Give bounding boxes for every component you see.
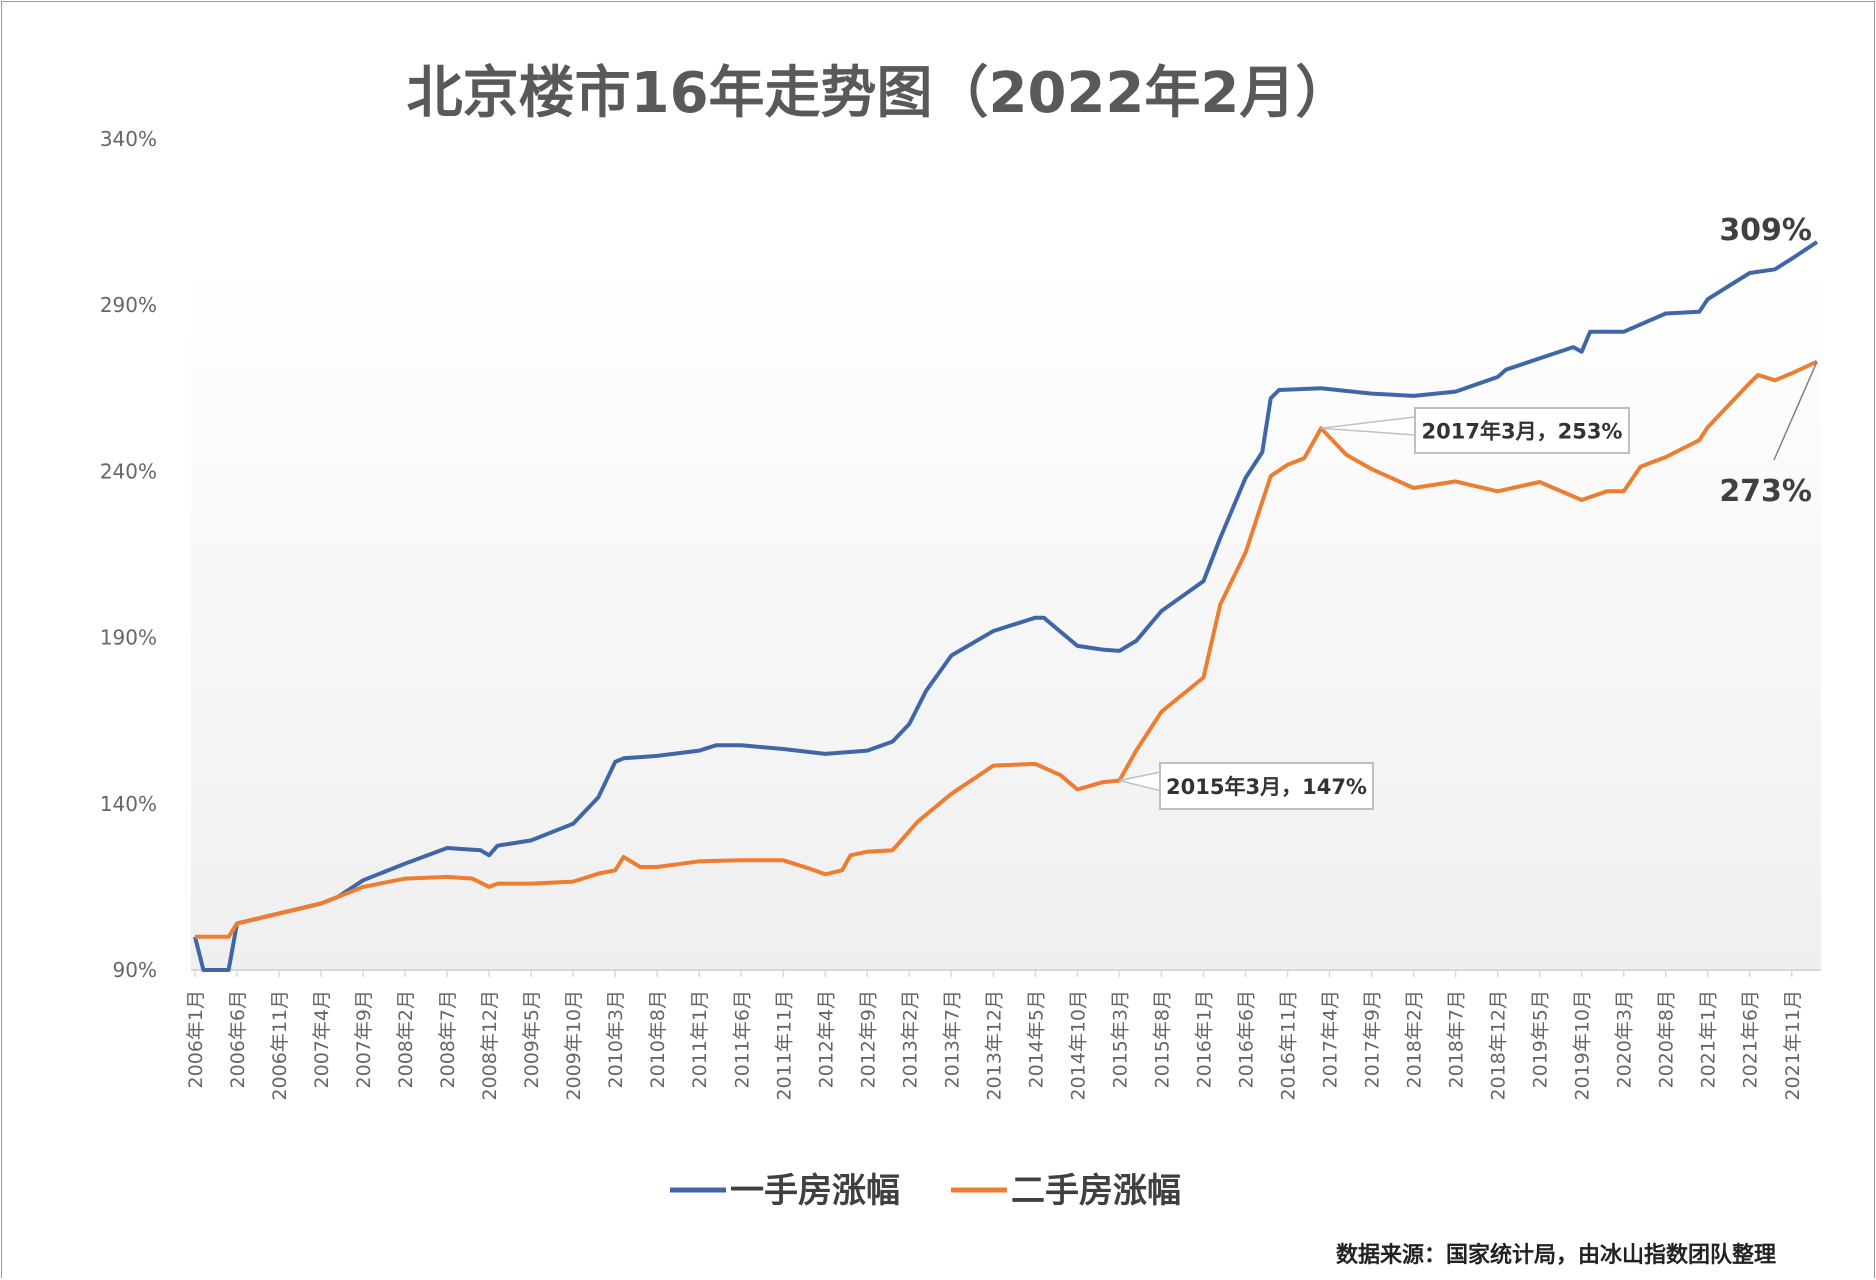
x-tick-label: 2017年9月	[1362, 990, 1384, 1088]
x-tick-label: 2016年11月	[1278, 990, 1300, 1101]
series-line-resale-homes	[195, 359, 1818, 939]
x-tick-label: 2019年10月	[1572, 990, 1594, 1101]
x-tick-label: 2013年12月	[983, 990, 1005, 1101]
end-label-resale-leader	[1773, 361, 1818, 461]
annotation-2015-03-label: 2015年3月，147%	[1166, 775, 1367, 799]
x-tick-label: 2014年10月	[1067, 990, 1089, 1101]
x-tick-label: 2020年8月	[1656, 990, 1678, 1088]
x-tick-label: 2009年10月	[563, 990, 585, 1101]
x-tick-label: 2010年8月	[647, 990, 669, 1088]
x-tick-label: 2018年7月	[1446, 990, 1468, 1088]
x-tick-label: 2021年11月	[1782, 990, 1804, 1101]
x-tick-label: 2009年5月	[521, 990, 543, 1088]
x-tick-label: 2011年6月	[731, 990, 753, 1088]
x-tick-label: 2006年11月	[269, 990, 291, 1101]
y-tick-label: 90%	[113, 958, 157, 982]
y-tick-label: 290%	[100, 293, 157, 317]
series-lines	[193, 240, 1819, 972]
x-tick-label: 2006年6月	[227, 990, 249, 1088]
x-tick-label: 2011年1月	[689, 990, 711, 1088]
y-tick-label: 190%	[100, 626, 157, 650]
x-tick-label: 2006年1月	[185, 990, 207, 1088]
annotation-2017-03-box	[1414, 407, 1630, 454]
x-tick-label: 2016年1月	[1193, 990, 1215, 1088]
annotations: 2015年3月，147% 2017年3月，253% 309% 273%	[1119, 213, 1818, 810]
x-tick-label: 2012年4月	[815, 990, 837, 1088]
annotation-2017-03-label: 2017年3月，253%	[1422, 420, 1623, 444]
legend-label-new-homes: 一手房涨幅	[730, 1171, 900, 1211]
x-tick-label: 2008年7月	[437, 990, 459, 1088]
x-tick-label: 2011年11月	[773, 990, 795, 1101]
legend-label-resale-homes: 二手房涨幅	[1011, 1171, 1181, 1211]
x-tick-label: 2014年5月	[1025, 990, 1047, 1088]
x-tick-label: 2012年9月	[857, 990, 879, 1088]
x-tick-label: 2013年7月	[941, 990, 963, 1088]
x-tick-label: 2019年5月	[1530, 990, 1552, 1088]
x-tick-label: 2008年12月	[479, 990, 501, 1101]
x-tick-label: 2021年1月	[1698, 990, 1720, 1088]
y-tick-label: 340%	[100, 127, 157, 151]
legend: 一手房涨幅 二手房涨幅	[670, 1171, 1181, 1211]
x-tick-label: 2007年9月	[353, 990, 375, 1088]
end-label-resale-homes: 273%	[1719, 474, 1812, 509]
y-tick-label: 140%	[100, 792, 157, 816]
x-tick-label: 2013年2月	[899, 990, 921, 1088]
x-tick-label: 2015年8月	[1151, 990, 1173, 1088]
x-tick-label: 2010年3月	[605, 990, 627, 1088]
end-label-new-homes: 309%	[1719, 213, 1812, 248]
annotation-2015-03-box	[1159, 762, 1374, 810]
y-tick-label: 240%	[100, 459, 157, 483]
chart-title: 北京楼市16年走势图（2022年2月）	[407, 61, 1352, 126]
y-axis: 90% 140% 190% 240% 290% 340%	[100, 127, 157, 982]
x-tick-label: 2018年12月	[1488, 990, 1510, 1101]
x-tick-label: 2015年3月	[1109, 990, 1131, 1088]
x-tick-label: 2018年2月	[1404, 990, 1426, 1088]
data-source-note: 数据来源：国家统计局，由冰山指数团队整理	[1336, 1242, 1776, 1268]
x-tick-label: 2020年3月	[1614, 990, 1636, 1088]
x-tick-label: 2007年4月	[311, 990, 333, 1088]
x-axis: 2006年1月 2006年6月 2006年11月 2007年4月 2007年9月 2008…	[185, 969, 1821, 1101]
x-tick-label: 2016年6月	[1236, 990, 1258, 1088]
x-tick-label: 2008年2月	[395, 990, 417, 1088]
x-tick-label: 2021年6月	[1740, 990, 1762, 1088]
plot-area	[191, 139, 1821, 970]
x-tick-label: 2017年4月	[1320, 990, 1342, 1088]
series-line-new-homes	[193, 240, 1819, 972]
